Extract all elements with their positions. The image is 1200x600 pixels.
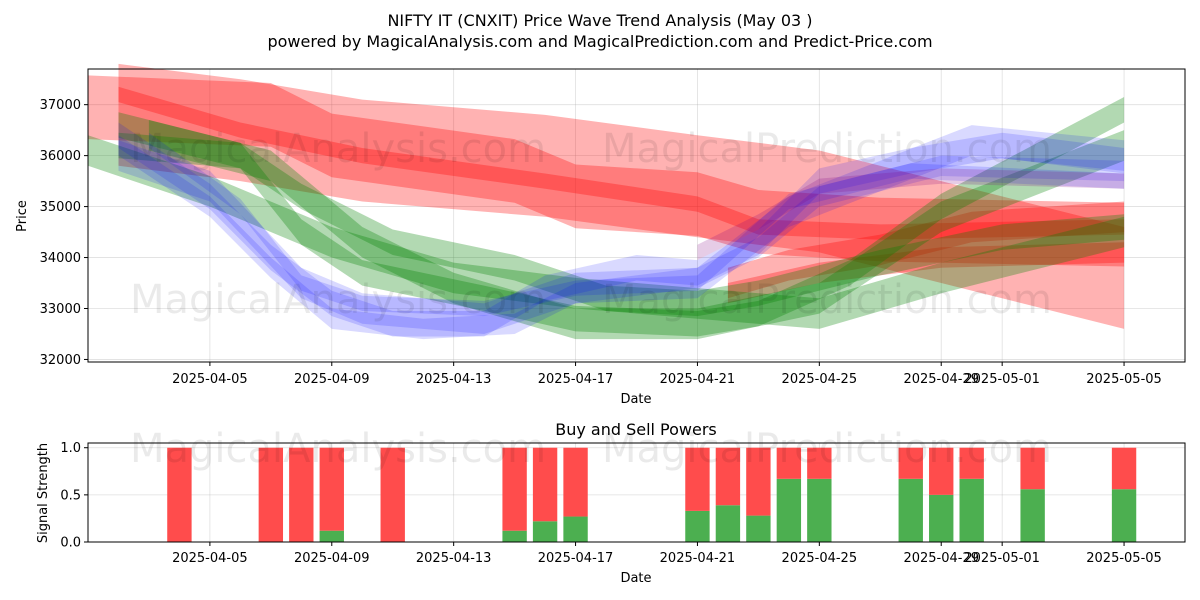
sell-bar bbox=[319, 447, 344, 531]
signal-y-tick-label: 1.0 bbox=[60, 441, 81, 456]
price-wave-band-red bbox=[727, 201, 1125, 299]
signal-x-tick-label: 2025-04-09 bbox=[294, 551, 370, 566]
price-y-tick-label: 33000 bbox=[40, 302, 81, 317]
sell-bar bbox=[807, 447, 832, 479]
price-wave-band-green bbox=[118, 97, 1125, 337]
sell-bar bbox=[532, 447, 558, 522]
buy-bar bbox=[959, 478, 984, 542]
price-wave-band-purple bbox=[697, 168, 1125, 261]
price-wave-band-blue bbox=[118, 122, 1125, 337]
sell-bar bbox=[289, 447, 314, 542]
price-wave-band-red bbox=[88, 75, 1125, 267]
price-plot-frame bbox=[87, 68, 1186, 363]
signal-x-tick-label: 2025-05-05 bbox=[1086, 551, 1162, 566]
chart-title: NIFTY IT (CNXIT) Price Wave Trend Analys… bbox=[387, 11, 812, 30]
price-x-axis-label: Date bbox=[620, 392, 651, 407]
sell-bar bbox=[715, 447, 741, 506]
price-y-tick-label: 34000 bbox=[40, 251, 81, 266]
price-wave-band-red bbox=[727, 242, 1125, 304]
signal-y-tick-label: 0.0 bbox=[60, 536, 81, 551]
signal-x-tick-label: 2025-04-21 bbox=[660, 551, 736, 566]
sell-bar bbox=[898, 447, 923, 479]
sell-bar bbox=[746, 447, 771, 516]
sell-bar bbox=[685, 447, 710, 511]
chart-subtitle: powered by MagicalAnalysis.com and Magic… bbox=[267, 32, 932, 51]
sell-bar bbox=[929, 447, 954, 495]
price-watermark-2: MagicalPrediction.com bbox=[602, 126, 1052, 172]
price-wave-band-green bbox=[88, 135, 1125, 329]
sell-bar bbox=[502, 447, 527, 531]
signal-x-tick-label: 2025-04-13 bbox=[416, 551, 492, 566]
signal-x-axis-label: Date bbox=[620, 571, 651, 586]
buy-bar bbox=[776, 478, 802, 542]
buy-bar bbox=[502, 530, 527, 542]
sell-bar bbox=[167, 447, 192, 542]
price-x-tick-label: 2025-04-05 bbox=[172, 372, 248, 387]
signal-watermark-1: MagicalAnalysis.com bbox=[130, 426, 546, 472]
price-plot: 32000 33000 34000 35000 36000 37000 2025-04-0… bbox=[15, 63, 1186, 407]
sell-bar bbox=[776, 447, 802, 479]
price-y-axis-label: Price bbox=[15, 200, 30, 232]
price-wave-band-blue bbox=[148, 132, 1125, 317]
buy-bar bbox=[1020, 489, 1045, 542]
sell-bar bbox=[380, 447, 405, 542]
buy-bar bbox=[532, 521, 558, 542]
price-x-tick-label: 2025-04-17 bbox=[538, 372, 614, 387]
price-wave-band-red bbox=[118, 63, 1125, 329]
buy-bar bbox=[929, 494, 954, 542]
price-x-tick-label: 2025-05-01 bbox=[964, 372, 1040, 387]
buy-bar bbox=[715, 505, 741, 542]
price-wave-band-red bbox=[118, 86, 1125, 240]
sell-bar bbox=[1020, 447, 1045, 490]
buy-bar bbox=[319, 530, 344, 542]
buy-bar bbox=[807, 478, 832, 542]
price-y-tick-label: 32000 bbox=[40, 353, 81, 368]
price-x-tick-label: 2025-04-29 bbox=[903, 372, 979, 387]
buy-bar bbox=[563, 516, 588, 542]
price-y-tick-label: 37000 bbox=[40, 98, 81, 113]
signal-plot-frame bbox=[87, 442, 1186, 543]
price-watermark-3: MagicalAnalysis.com bbox=[130, 277, 546, 323]
signal-x-tick-label: 2025-04-25 bbox=[782, 551, 858, 566]
signal-x-tick-label: 2025-04-29 bbox=[903, 551, 979, 566]
signal-plot-title: Buy and Sell Powers bbox=[555, 420, 717, 439]
price-wave-band-green bbox=[148, 120, 1125, 340]
sell-bar bbox=[959, 447, 984, 479]
price-wave-band-green bbox=[118, 112, 1125, 317]
price-x-tick-label: 2025-04-13 bbox=[416, 372, 492, 387]
price-y-tick-label: 36000 bbox=[40, 149, 81, 164]
buy-bar bbox=[1111, 489, 1137, 542]
sell-bar bbox=[1111, 447, 1137, 490]
price-x-tick-label: 2025-04-25 bbox=[782, 372, 858, 387]
price-watermark-1: MagicalAnalysis.com bbox=[130, 126, 546, 172]
price-y-tick-label: 35000 bbox=[40, 200, 81, 215]
buy-bar bbox=[685, 510, 710, 542]
price-x-tick-label: 2025-05-05 bbox=[1086, 372, 1162, 387]
signal-x-tick-label: 2025-05-01 bbox=[964, 551, 1040, 566]
signal-y-tick-label: 0.5 bbox=[60, 488, 81, 503]
signal-x-tick-label: 2025-04-17 bbox=[538, 551, 614, 566]
signal-plot: Buy and Sell Powers 0.0 0.5 1.0 2025-04-05… bbox=[36, 420, 1186, 586]
signal-y-axis-label: Signal Strength bbox=[36, 443, 51, 543]
price-wave-band-blue bbox=[118, 135, 1125, 340]
sell-bar bbox=[258, 447, 284, 542]
sell-bar bbox=[563, 447, 588, 517]
buy-bar bbox=[898, 478, 923, 542]
price-x-tick-label: 2025-04-21 bbox=[660, 372, 736, 387]
signal-watermark-2: MagicalPrediction.com bbox=[602, 426, 1052, 472]
signal-x-tick-label: 2025-04-05 bbox=[172, 551, 248, 566]
price-x-tick-label: 2025-04-09 bbox=[294, 372, 370, 387]
buy-bar bbox=[746, 515, 771, 542]
price-wave-band-blue bbox=[118, 125, 1125, 334]
price-watermark-4: MagicalPrediction.com bbox=[602, 277, 1052, 323]
